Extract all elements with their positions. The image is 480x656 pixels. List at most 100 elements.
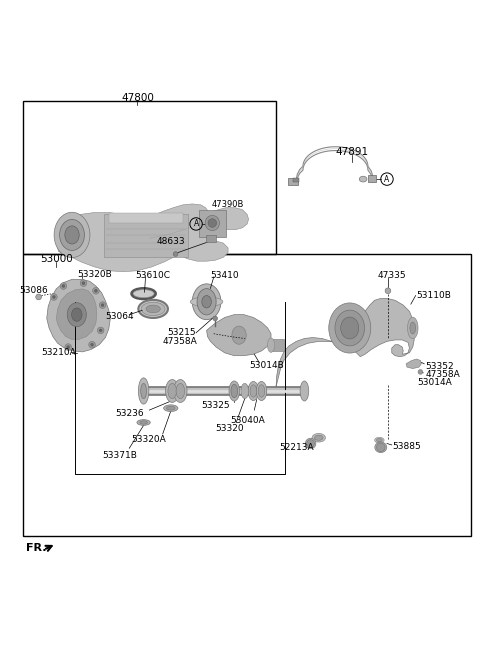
Text: 52213A: 52213A [279, 443, 313, 452]
Text: 47358A: 47358A [163, 337, 198, 346]
Circle shape [173, 252, 178, 256]
Ellipse shape [60, 219, 84, 251]
Ellipse shape [141, 383, 146, 399]
Bar [293, 178, 299, 182]
Ellipse shape [192, 284, 221, 319]
Bar [368, 175, 376, 182]
Ellipse shape [141, 302, 165, 316]
Circle shape [97, 327, 104, 334]
Text: 53110B: 53110B [417, 291, 452, 300]
Circle shape [91, 343, 94, 346]
Text: 48633: 48633 [156, 237, 185, 245]
Ellipse shape [258, 385, 265, 397]
Circle shape [67, 346, 70, 348]
Ellipse shape [374, 438, 384, 443]
Ellipse shape [232, 326, 246, 344]
Ellipse shape [138, 378, 149, 404]
Circle shape [80, 280, 87, 287]
Ellipse shape [312, 434, 325, 442]
Text: 47390B: 47390B [211, 200, 244, 209]
Text: 53040A: 53040A [230, 416, 264, 424]
Ellipse shape [410, 322, 416, 334]
Ellipse shape [168, 383, 177, 399]
Text: 53064: 53064 [106, 312, 134, 321]
Ellipse shape [231, 384, 238, 398]
Ellipse shape [305, 438, 316, 449]
Ellipse shape [329, 303, 371, 353]
Ellipse shape [300, 381, 309, 401]
Bar [288, 178, 298, 185]
Bar [199, 210, 226, 237]
Ellipse shape [65, 226, 79, 244]
Ellipse shape [267, 338, 275, 352]
Circle shape [418, 369, 423, 375]
Ellipse shape [167, 406, 175, 410]
Ellipse shape [137, 420, 150, 425]
Text: 53410: 53410 [210, 271, 239, 280]
Circle shape [65, 344, 72, 350]
Circle shape [82, 281, 85, 285]
Text: 53086: 53086 [20, 286, 48, 295]
Ellipse shape [335, 310, 364, 346]
Circle shape [60, 283, 67, 289]
Text: 47891: 47891 [336, 148, 369, 157]
Ellipse shape [138, 300, 168, 318]
Polygon shape [206, 315, 271, 356]
Circle shape [213, 316, 217, 321]
Ellipse shape [140, 420, 147, 424]
Ellipse shape [166, 380, 179, 402]
Text: 53014B: 53014B [249, 361, 284, 370]
Ellipse shape [164, 405, 178, 411]
Text: 53325: 53325 [201, 401, 229, 410]
Text: 47800: 47800 [121, 92, 154, 102]
Text: 53371B: 53371B [102, 451, 137, 461]
Ellipse shape [360, 176, 367, 182]
Circle shape [376, 443, 385, 451]
Ellipse shape [241, 383, 249, 399]
Ellipse shape [72, 308, 82, 321]
Polygon shape [276, 298, 414, 388]
Polygon shape [56, 289, 97, 339]
Text: 53014A: 53014A [418, 379, 452, 388]
Ellipse shape [314, 435, 323, 440]
Ellipse shape [133, 289, 154, 298]
Ellipse shape [250, 385, 257, 397]
Ellipse shape [202, 296, 211, 308]
Ellipse shape [197, 289, 216, 315]
Text: 53320A: 53320A [131, 435, 166, 443]
Polygon shape [406, 359, 421, 369]
Circle shape [50, 294, 57, 300]
Ellipse shape [67, 302, 86, 327]
Text: FR.: FR. [26, 543, 47, 552]
Text: 53000: 53000 [40, 254, 72, 264]
Circle shape [52, 296, 55, 298]
Ellipse shape [208, 218, 216, 228]
Text: A: A [384, 174, 390, 184]
Polygon shape [56, 204, 249, 272]
Ellipse shape [229, 381, 240, 401]
Text: 47358A: 47358A [425, 370, 460, 379]
Circle shape [95, 289, 97, 292]
Ellipse shape [376, 438, 382, 442]
Ellipse shape [191, 297, 223, 306]
Bar [205, 236, 216, 242]
Ellipse shape [205, 215, 219, 231]
Ellipse shape [176, 383, 185, 399]
Ellipse shape [174, 380, 187, 402]
Circle shape [36, 294, 41, 300]
Ellipse shape [408, 318, 418, 338]
Circle shape [93, 287, 99, 294]
Bar [109, 213, 183, 223]
Text: 53610C: 53610C [136, 271, 171, 280]
Circle shape [101, 304, 104, 306]
Ellipse shape [256, 381, 267, 401]
Bar [104, 215, 188, 257]
Text: 53320: 53320 [215, 424, 244, 433]
Text: 53885: 53885 [393, 442, 421, 451]
Polygon shape [47, 279, 110, 352]
Ellipse shape [146, 305, 160, 313]
Text: 53320B: 53320B [77, 270, 112, 279]
Ellipse shape [375, 442, 387, 453]
Circle shape [385, 288, 391, 294]
Ellipse shape [341, 317, 359, 339]
